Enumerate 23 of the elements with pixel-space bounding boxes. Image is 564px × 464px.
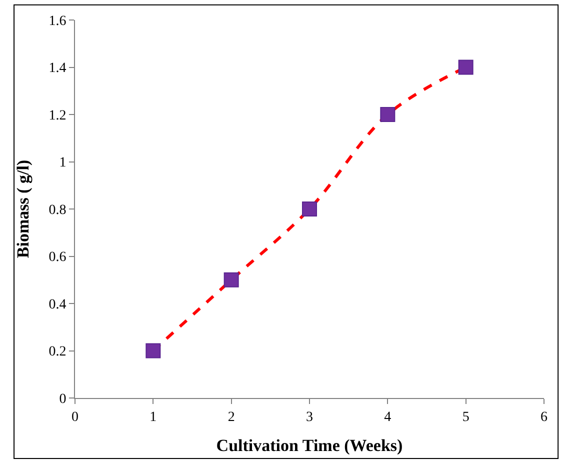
y-tick-label: 0.6	[48, 250, 66, 266]
y-axis-title: Biomass ( g/l)	[13, 160, 32, 258]
point	[380, 107, 396, 122]
y-tick-label: 0.8	[48, 202, 66, 218]
x-tick-label: 4	[384, 410, 392, 425]
x-tick-label: 1	[150, 410, 157, 425]
y-tick-label: 0.4	[48, 297, 66, 312]
x-tick-label: 3	[306, 410, 313, 425]
x-tick-label: 0	[72, 410, 78, 425]
x-tick-label: 2	[228, 410, 235, 425]
point	[458, 60, 474, 75]
y-tick-label: 1	[59, 156, 66, 171]
x-axis-title: Cultivation Time (Weeks)	[216, 436, 403, 456]
y-tick-label: 1.2	[48, 108, 66, 124]
point	[302, 202, 317, 216]
x-tick-label: 6	[540, 410, 548, 425]
y-tick-label: 1.4	[48, 61, 66, 76]
y-tick-label: 1.6	[48, 14, 66, 29]
point	[146, 343, 161, 358]
y-tick-label: 0.2	[48, 344, 66, 360]
y-tick-label: 0	[59, 392, 66, 407]
x-tick-label: 5	[462, 410, 470, 425]
point	[224, 272, 239, 288]
